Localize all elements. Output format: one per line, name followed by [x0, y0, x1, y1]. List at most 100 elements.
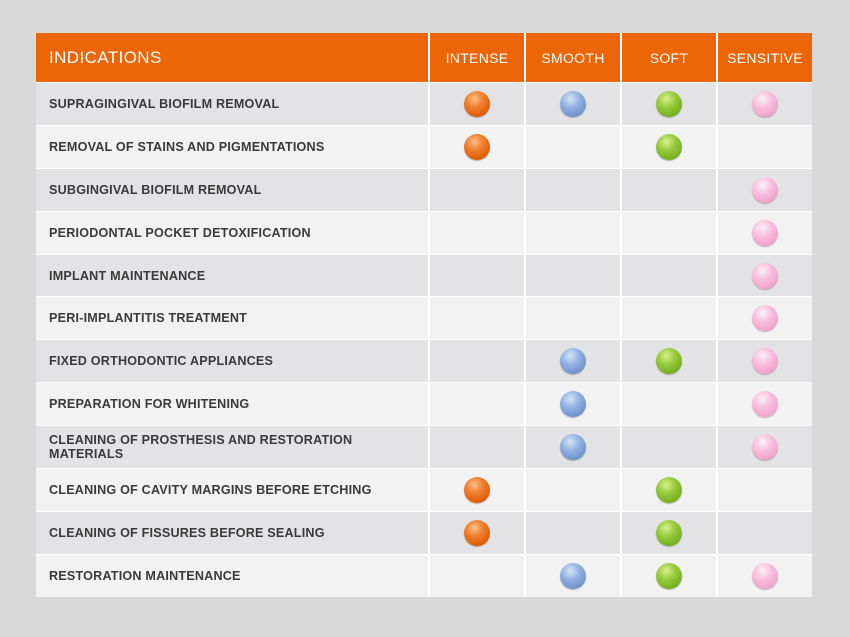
- smooth-dot-icon: [560, 562, 586, 589]
- cell-intense: [428, 125, 524, 168]
- header-indications: INDICATIONS: [49, 47, 162, 67]
- cell-smooth: [524, 211, 620, 254]
- cell-soft: [620, 211, 716, 254]
- sensitive-dot-icon: [752, 434, 778, 461]
- cell-intense: [428, 383, 524, 426]
- cell-intense: [428, 297, 524, 340]
- smooth-dot-icon: [560, 90, 586, 117]
- cell-soft: [620, 83, 716, 125]
- cell-soft: [620, 168, 716, 211]
- table-row: PERI-IMPLANTITIS TREATMENT: [36, 296, 812, 340]
- cell-soft: [620, 554, 716, 597]
- cell-intense: [428, 426, 524, 469]
- cell-soft: [620, 340, 716, 383]
- cell-soft: [620, 297, 716, 340]
- cell-sensitive: [716, 125, 812, 168]
- cell-soft: [620, 511, 716, 554]
- row-label: SUPRAGINGIVAL BIOFILM REMOVAL: [49, 96, 280, 111]
- soft-dot-icon: [656, 348, 682, 375]
- row-label: CLEANING OF FISSURES BEFORE SEALING: [49, 525, 325, 540]
- table-row: CLEANING OF CAVITY MARGINS BEFORE ETCHIN…: [36, 468, 812, 511]
- cell-sensitive: [716, 511, 812, 554]
- cell-smooth: [524, 383, 620, 426]
- soft-dot-icon: [656, 519, 682, 546]
- cell-smooth: [524, 426, 620, 469]
- cell-intense: [428, 511, 524, 554]
- smooth-dot-icon: [560, 434, 586, 461]
- row-label: PERIODONTAL POCKET DETOXIFICATION: [49, 225, 311, 240]
- cell-intense: [428, 211, 524, 254]
- sensitive-dot-icon: [752, 391, 778, 418]
- table-row: RESTORATION MAINTENANCE: [36, 553, 812, 597]
- table-body: SUPRAGINGIVAL BIOFILM REMOVAL REMOVAL OF …: [36, 82, 812, 597]
- sensitive-dot-icon: [752, 562, 778, 589]
- table-row: FIXED ORTHODONTIC APPLIANCES: [36, 339, 812, 383]
- soft-dot-icon: [656, 562, 682, 589]
- cell-sensitive: [716, 297, 812, 340]
- soft-dot-icon: [656, 133, 682, 160]
- header-intense: INTENSE: [428, 33, 524, 82]
- sensitive-dot-icon: [752, 262, 778, 289]
- header-smooth: SMOOTH: [524, 33, 620, 82]
- cell-sensitive: [716, 254, 812, 297]
- row-label: CLEANING OF PROSTHESIS AND RESTORATION M…: [49, 433, 353, 462]
- cell-sensitive: [716, 211, 812, 254]
- cell-sensitive: [716, 83, 812, 125]
- soft-dot-icon: [656, 90, 682, 117]
- row-label: PREPARATION FOR WHITENING: [49, 397, 250, 412]
- cell-intense: [428, 83, 524, 125]
- cell-soft: [620, 125, 716, 168]
- table-row: CLEANING OF PROSTHESIS AND RESTORATION M…: [36, 425, 812, 469]
- cell-intense: [428, 554, 524, 597]
- table-row: IMPLANT MAINTENANCE: [36, 253, 812, 297]
- indications-table: INDICATIONS INTENSE SMOOTH SOFT SENSITIV…: [36, 33, 812, 597]
- header-sensitive: SENSITIVE: [716, 33, 812, 82]
- cell-intense: [428, 469, 524, 511]
- cell-intense: [428, 254, 524, 297]
- cell-smooth: [524, 469, 620, 511]
- row-label: IMPLANT MAINTENANCE: [49, 268, 206, 283]
- sensitive-dot-icon: [752, 90, 778, 117]
- cell-soft: [620, 469, 716, 511]
- sensitive-dot-icon: [752, 348, 778, 375]
- row-label: SUBGINGIVAL BIOFILM REMOVAL: [49, 182, 262, 197]
- table-row: PREPARATION FOR WHITENING: [36, 382, 812, 426]
- cell-sensitive: [716, 383, 812, 426]
- table-row: REMOVAL OF STAINS AND PIGMENTATIONS: [36, 124, 812, 168]
- intense-dot-icon: [464, 133, 490, 160]
- intense-dot-icon: [464, 476, 490, 503]
- table-row: SUBGINGIVAL BIOFILM REMOVAL: [36, 167, 812, 211]
- table-row: PERIODONTAL POCKET DETOXIFICATION: [36, 210, 812, 254]
- cell-smooth: [524, 297, 620, 340]
- cell-sensitive: [716, 554, 812, 597]
- cell-smooth: [524, 83, 620, 125]
- smooth-dot-icon: [560, 391, 586, 418]
- table-row: SUPRAGINGIVAL BIOFILM REMOVAL: [36, 82, 812, 125]
- intense-dot-icon: [464, 90, 490, 117]
- row-label: REMOVAL OF STAINS AND PIGMENTATIONS: [49, 139, 325, 154]
- cell-sensitive: [716, 340, 812, 383]
- cell-sensitive: [716, 168, 812, 211]
- cell-soft: [620, 383, 716, 426]
- cell-soft: [620, 426, 716, 469]
- cell-sensitive: [716, 426, 812, 469]
- cell-smooth: [524, 254, 620, 297]
- row-label: PERI-IMPLANTITIS TREATMENT: [49, 311, 248, 326]
- cell-smooth: [524, 511, 620, 554]
- cell-sensitive: [716, 469, 812, 511]
- table-header: INDICATIONS INTENSE SMOOTH SOFT SENSITIV…: [36, 33, 812, 82]
- sensitive-dot-icon: [752, 305, 778, 332]
- cell-smooth: [524, 125, 620, 168]
- cell-smooth: [524, 168, 620, 211]
- sensitive-dot-icon: [752, 219, 778, 246]
- smooth-dot-icon: [560, 348, 586, 375]
- row-label: FIXED ORTHODONTIC APPLIANCES: [49, 354, 274, 369]
- row-label: CLEANING OF CAVITY MARGINS BEFORE ETCHIN…: [49, 482, 372, 497]
- intense-dot-icon: [464, 519, 490, 546]
- cell-intense: [428, 340, 524, 383]
- cell-smooth: [524, 554, 620, 597]
- cell-soft: [620, 254, 716, 297]
- soft-dot-icon: [656, 476, 682, 503]
- cell-intense: [428, 168, 524, 211]
- sensitive-dot-icon: [752, 176, 778, 203]
